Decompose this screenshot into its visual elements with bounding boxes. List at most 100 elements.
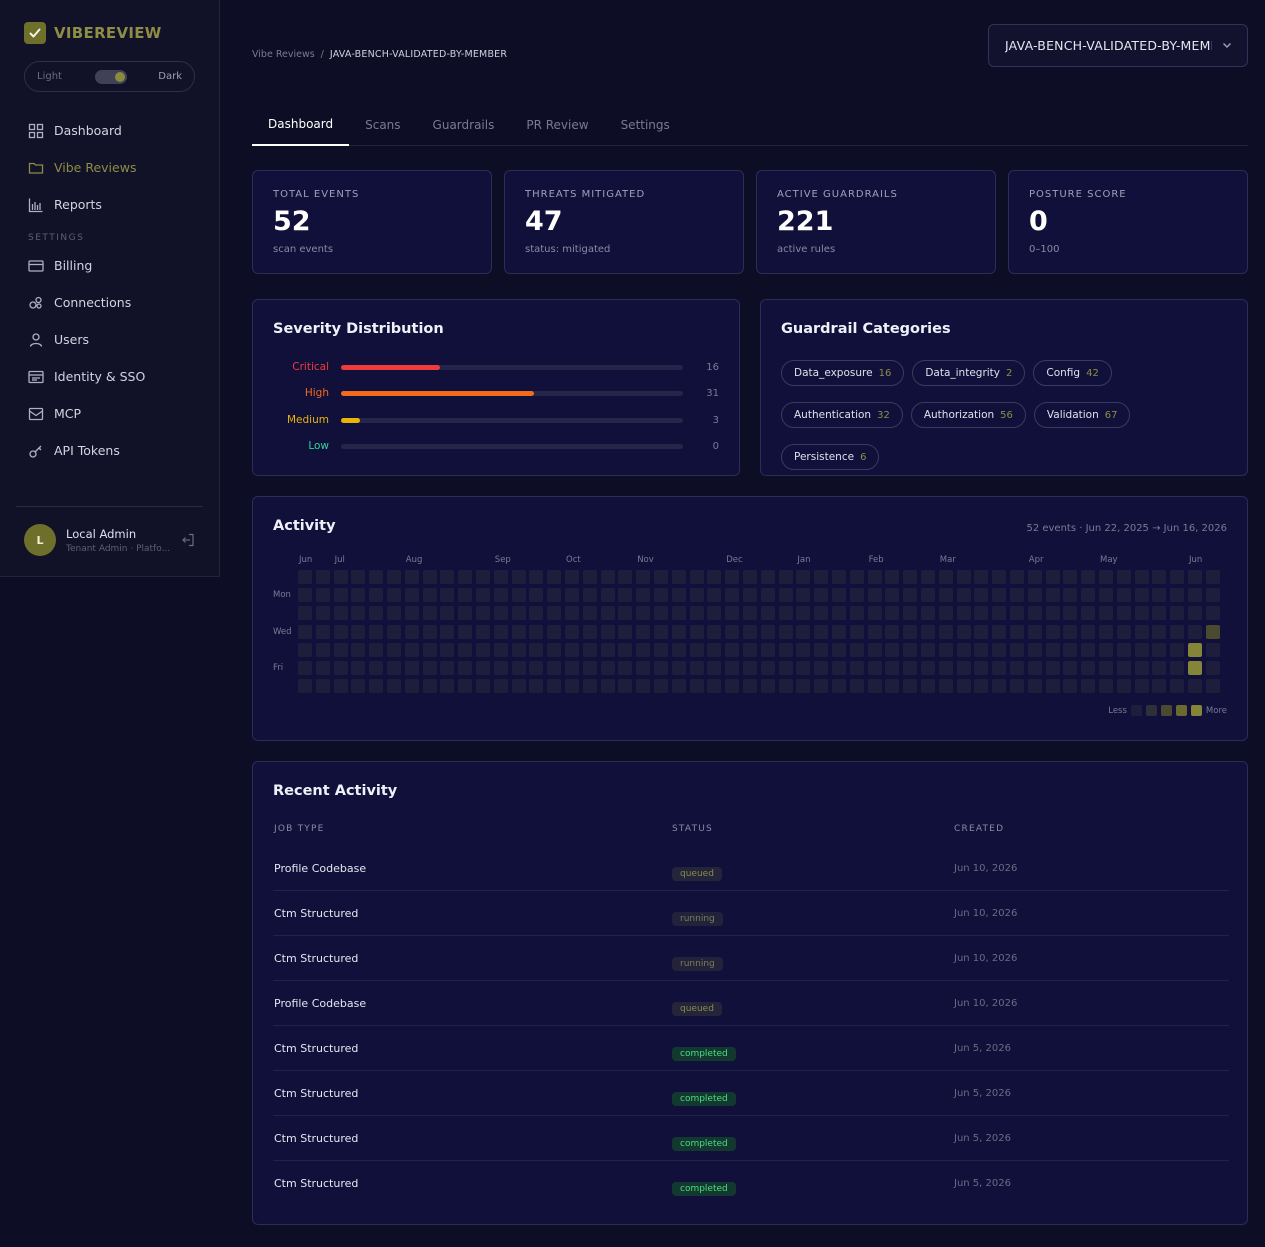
heatmap-cell[interactable] bbox=[832, 570, 846, 584]
heatmap-cell[interactable] bbox=[511, 570, 526, 584]
heatmap-cell[interactable] bbox=[351, 570, 366, 584]
heatmap-cell[interactable] bbox=[351, 624, 366, 639]
heatmap-cell[interactable] bbox=[1081, 624, 1096, 639]
heatmap-cell[interactable] bbox=[1063, 606, 1078, 621]
heatmap-cell[interactable] bbox=[476, 570, 490, 584]
heatmap-cell[interactable] bbox=[458, 642, 473, 657]
heatmap-cell[interactable] bbox=[565, 606, 579, 621]
category-chip[interactable]: Config 42 bbox=[1033, 360, 1112, 386]
heatmap-cell[interactable] bbox=[298, 624, 312, 639]
heatmap-cell[interactable] bbox=[1205, 570, 1220, 584]
heatmap-cell[interactable] bbox=[351, 606, 366, 621]
heatmap-cell[interactable] bbox=[938, 642, 953, 657]
heatmap-cell[interactable] bbox=[867, 661, 882, 675]
sidebar-item-api-tokens[interactable]: API Tokens bbox=[0, 432, 220, 469]
heatmap-cell[interactable] bbox=[565, 624, 579, 639]
heatmap-cell[interactable] bbox=[796, 624, 811, 639]
heatmap-cell[interactable] bbox=[493, 570, 508, 584]
heatmap-cell[interactable] bbox=[1027, 679, 1042, 694]
heatmap-cell[interactable] bbox=[1170, 588, 1185, 603]
heatmap-cell[interactable] bbox=[921, 588, 935, 603]
category-chip[interactable]: Data_integrity 2 bbox=[912, 360, 1026, 386]
heatmap-cell[interactable] bbox=[422, 588, 437, 603]
heatmap-cell[interactable] bbox=[529, 588, 544, 603]
heatmap-cell[interactable] bbox=[1170, 624, 1185, 639]
heatmap-cell[interactable] bbox=[333, 661, 348, 675]
heatmap-cell[interactable] bbox=[956, 679, 971, 694]
heatmap-cell[interactable] bbox=[404, 661, 419, 675]
heatmap-cell[interactable] bbox=[707, 661, 722, 675]
heatmap-cell[interactable] bbox=[1188, 642, 1202, 657]
heatmap-cell[interactable] bbox=[369, 661, 384, 675]
heatmap-cell[interactable] bbox=[1099, 642, 1113, 657]
heatmap-cell[interactable] bbox=[333, 642, 348, 657]
heatmap-cell[interactable] bbox=[636, 570, 651, 584]
heatmap-cell[interactable] bbox=[369, 679, 384, 694]
heatmap-cell[interactable] bbox=[404, 679, 419, 694]
heatmap-cell[interactable] bbox=[885, 570, 900, 584]
heatmap-cell[interactable] bbox=[529, 570, 544, 584]
heatmap-cell[interactable] bbox=[885, 679, 900, 694]
heatmap-cell[interactable] bbox=[654, 570, 668, 584]
heatmap-cell[interactable] bbox=[1152, 661, 1167, 675]
heatmap-cell[interactable] bbox=[832, 679, 846, 694]
heatmap-cell[interactable] bbox=[333, 606, 348, 621]
heatmap-cell[interactable] bbox=[725, 661, 740, 675]
heatmap-cell[interactable] bbox=[921, 661, 935, 675]
heatmap-cell[interactable] bbox=[1188, 679, 1202, 694]
heatmap-cell[interactable] bbox=[778, 588, 793, 603]
heatmap-cell[interactable] bbox=[298, 679, 312, 694]
heatmap-cell[interactable] bbox=[654, 606, 668, 621]
sidebar-item-vibe-reviews[interactable]: Vibe Reviews bbox=[0, 149, 220, 186]
heatmap-cell[interactable] bbox=[582, 570, 597, 584]
heatmap-cell[interactable] bbox=[671, 606, 686, 621]
heatmap-cell[interactable] bbox=[529, 624, 544, 639]
heatmap-cell[interactable] bbox=[938, 679, 953, 694]
sidebar-item-billing[interactable]: Billing bbox=[0, 247, 220, 284]
heatmap-cell[interactable] bbox=[298, 588, 312, 603]
heatmap-cell[interactable] bbox=[1081, 642, 1096, 657]
heatmap-cell[interactable] bbox=[1010, 570, 1024, 584]
heatmap-cell[interactable] bbox=[671, 642, 686, 657]
heatmap-cell[interactable] bbox=[422, 624, 437, 639]
heatmap-cell[interactable] bbox=[1027, 588, 1042, 603]
sidebar-item-reports[interactable]: Reports bbox=[0, 186, 220, 223]
heatmap-cell[interactable] bbox=[565, 570, 579, 584]
heatmap-cell[interactable] bbox=[547, 642, 562, 657]
heatmap-cell[interactable] bbox=[743, 679, 757, 694]
heatmap-cell[interactable] bbox=[582, 661, 597, 675]
heatmap-cell[interactable] bbox=[867, 588, 882, 603]
heatmap-cell[interactable] bbox=[458, 679, 473, 694]
table-row[interactable]: Ctm Structured completed Jun 5, 2026 bbox=[273, 1161, 1229, 1206]
heatmap-cell[interactable] bbox=[404, 588, 419, 603]
heatmap-cell[interactable] bbox=[707, 624, 722, 639]
heatmap-cell[interactable] bbox=[654, 588, 668, 603]
heatmap-cell[interactable] bbox=[956, 624, 971, 639]
heatmap-cell[interactable] bbox=[404, 606, 419, 621]
heatmap-cell[interactable] bbox=[992, 570, 1007, 584]
heatmap-cell[interactable] bbox=[547, 624, 562, 639]
heatmap-cell[interactable] bbox=[867, 642, 882, 657]
heatmap-cell[interactable] bbox=[476, 588, 490, 603]
heatmap-cell[interactable] bbox=[885, 661, 900, 675]
heatmap-cell[interactable] bbox=[298, 606, 312, 621]
heatmap-cell[interactable] bbox=[1116, 606, 1131, 621]
heatmap-cell[interactable] bbox=[351, 679, 366, 694]
heatmap-cell[interactable] bbox=[1099, 588, 1113, 603]
heatmap-cell[interactable] bbox=[1099, 606, 1113, 621]
table-row[interactable]: Ctm Structured completed Jun 5, 2026 bbox=[273, 1116, 1229, 1161]
heatmap-cell[interactable] bbox=[387, 570, 401, 584]
tab-guardrails[interactable]: Guardrails bbox=[432, 117, 495, 132]
heatmap-cell[interactable] bbox=[938, 588, 953, 603]
heatmap-cell[interactable] bbox=[725, 624, 740, 639]
heatmap-cell[interactable] bbox=[1045, 606, 1060, 621]
heatmap-cell[interactable] bbox=[725, 642, 740, 657]
heatmap-cell[interactable] bbox=[351, 642, 366, 657]
heatmap-cell[interactable] bbox=[1010, 606, 1024, 621]
heatmap-cell[interactable] bbox=[582, 642, 597, 657]
heatmap-cell[interactable] bbox=[600, 624, 615, 639]
heatmap-cell[interactable] bbox=[885, 606, 900, 621]
heatmap-cell[interactable] bbox=[333, 624, 348, 639]
heatmap-cell[interactable] bbox=[582, 606, 597, 621]
heatmap-cell[interactable] bbox=[1205, 606, 1220, 621]
